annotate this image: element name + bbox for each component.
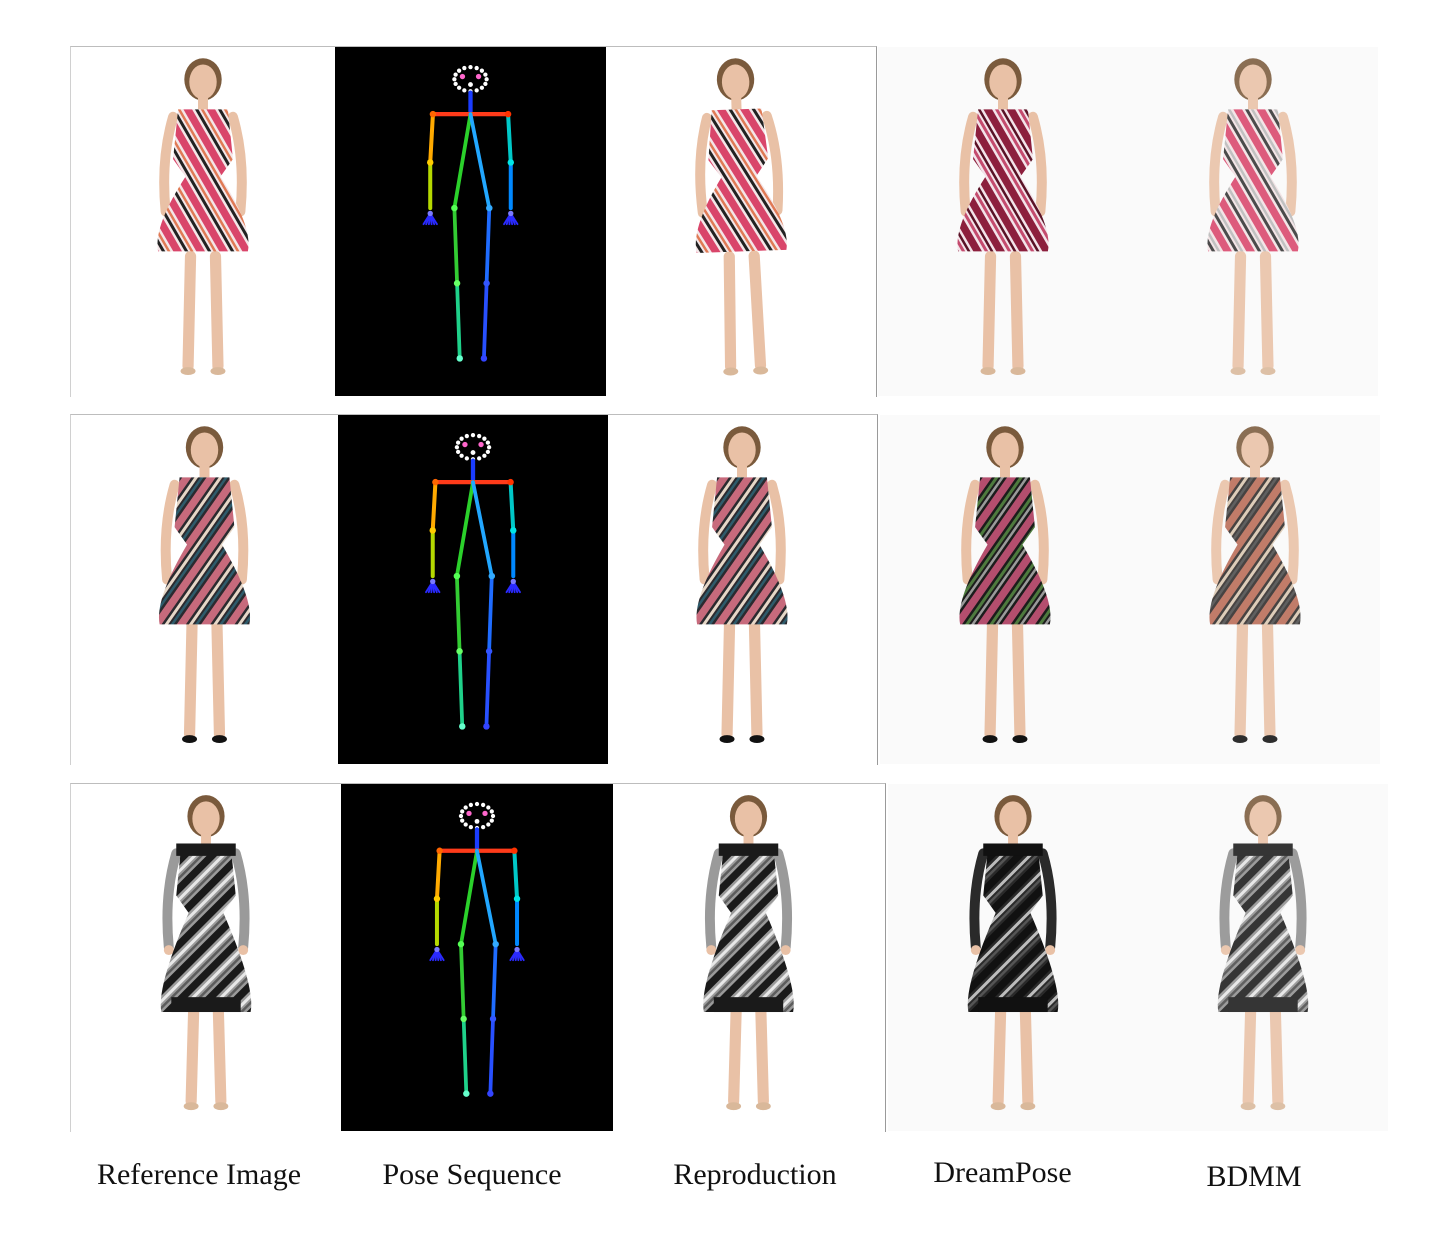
reproduction-row-3: [613, 784, 884, 1131]
bdmm-row-1: [1128, 47, 1378, 396]
pose-sequence-row-2: [338, 415, 608, 764]
person-illustration: [157, 58, 249, 376]
person-illustration: [957, 58, 1049, 376]
caption-pose-sequence: Pose Sequence: [382, 1158, 562, 1191]
person-illustration: [703, 795, 794, 1111]
person-illustration: [1139, 784, 1387, 1131]
person-illustration: [695, 58, 787, 376]
caption-bdmm: BDMM: [1206, 1160, 1302, 1193]
person-illustration: [1128, 47, 1378, 396]
pose-skeleton: [422, 64, 519, 362]
reference-image-row-2: [71, 415, 338, 764]
person-illustration: [967, 795, 1059, 1111]
dreampose-row-1: [878, 47, 1128, 396]
caption-reproduction: Reproduction: [673, 1158, 837, 1191]
bdmm-row-2: [1130, 415, 1380, 764]
person-illustration: [160, 795, 252, 1111]
reproduction-row-2: [608, 415, 876, 764]
pose-skeleton: [429, 801, 525, 1097]
dreampose-row-2: [880, 415, 1130, 764]
caption-dreampose: DreamPose: [933, 1156, 1072, 1189]
person-illustration: [158, 426, 251, 744]
reproduction-row-1: [606, 47, 875, 396]
pose-skeleton: [425, 432, 521, 730]
bdmm-row-3: [1138, 784, 1388, 1131]
person-illustration: [696, 426, 788, 744]
caption-reference-image: Reference Image: [96, 1158, 302, 1191]
pose-sequence-row-1: [335, 47, 606, 396]
person-illustration: [1130, 415, 1380, 764]
reference-image-row-1: [71, 47, 335, 396]
reference-image-row-3: [71, 784, 341, 1131]
dreampose-row-3: [888, 784, 1138, 1131]
pose-sequence-row-3: [341, 784, 613, 1131]
person-illustration: [959, 426, 1051, 744]
